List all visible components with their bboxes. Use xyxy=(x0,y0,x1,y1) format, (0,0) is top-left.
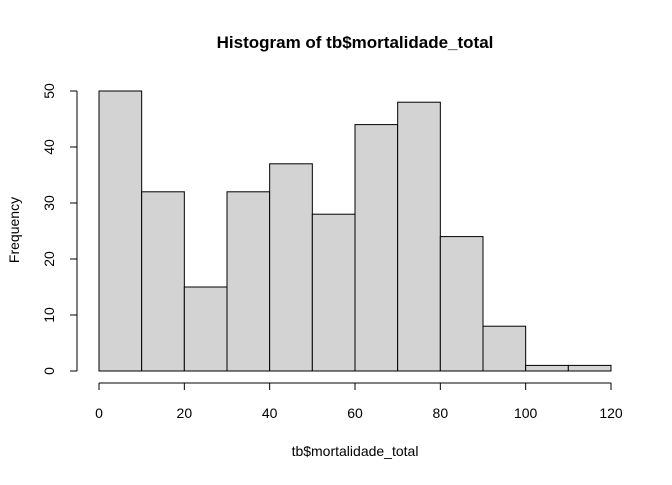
x-axis-label: tb$mortalidade_total xyxy=(292,443,419,459)
y-axis-label: Frequency xyxy=(6,197,22,263)
x-tick-label: 0 xyxy=(95,405,103,421)
x-tick-label: 40 xyxy=(262,405,278,421)
y-tick-label: 0 xyxy=(41,367,57,375)
x-axis: 0 20 40 60 80 100 120 xyxy=(95,382,623,421)
y-tick-label: 20 xyxy=(41,251,57,267)
x-tick-label: 20 xyxy=(177,405,193,421)
histogram-bar xyxy=(141,191,185,372)
histogram-bar xyxy=(98,90,143,372)
x-tick-label: 80 xyxy=(433,405,449,421)
y-tick-label: 40 xyxy=(41,139,57,155)
histogram-bar xyxy=(397,101,441,372)
y-tick-label: 10 xyxy=(41,307,57,323)
y-axis: 0 10 20 30 40 50 xyxy=(41,83,78,375)
histogram-bar xyxy=(525,364,569,372)
histogram-bar xyxy=(311,213,356,372)
bars-group xyxy=(98,90,612,372)
histogram-bar xyxy=(567,364,612,372)
y-tick-label: 30 xyxy=(41,195,57,211)
x-tick-label: 100 xyxy=(514,405,538,421)
histogram-bar xyxy=(482,325,527,372)
chart-title: Histogram of tb$mortalidade_total xyxy=(217,33,494,52)
histogram-bar xyxy=(226,191,271,372)
histogram-bar xyxy=(183,286,228,372)
x-tick-label: 120 xyxy=(599,405,623,421)
histogram-bar xyxy=(269,163,313,372)
x-tick-label: 60 xyxy=(347,405,363,421)
histogram-bar xyxy=(439,236,484,372)
histogram-bar xyxy=(354,124,399,372)
y-tick-label: 50 xyxy=(41,83,57,99)
